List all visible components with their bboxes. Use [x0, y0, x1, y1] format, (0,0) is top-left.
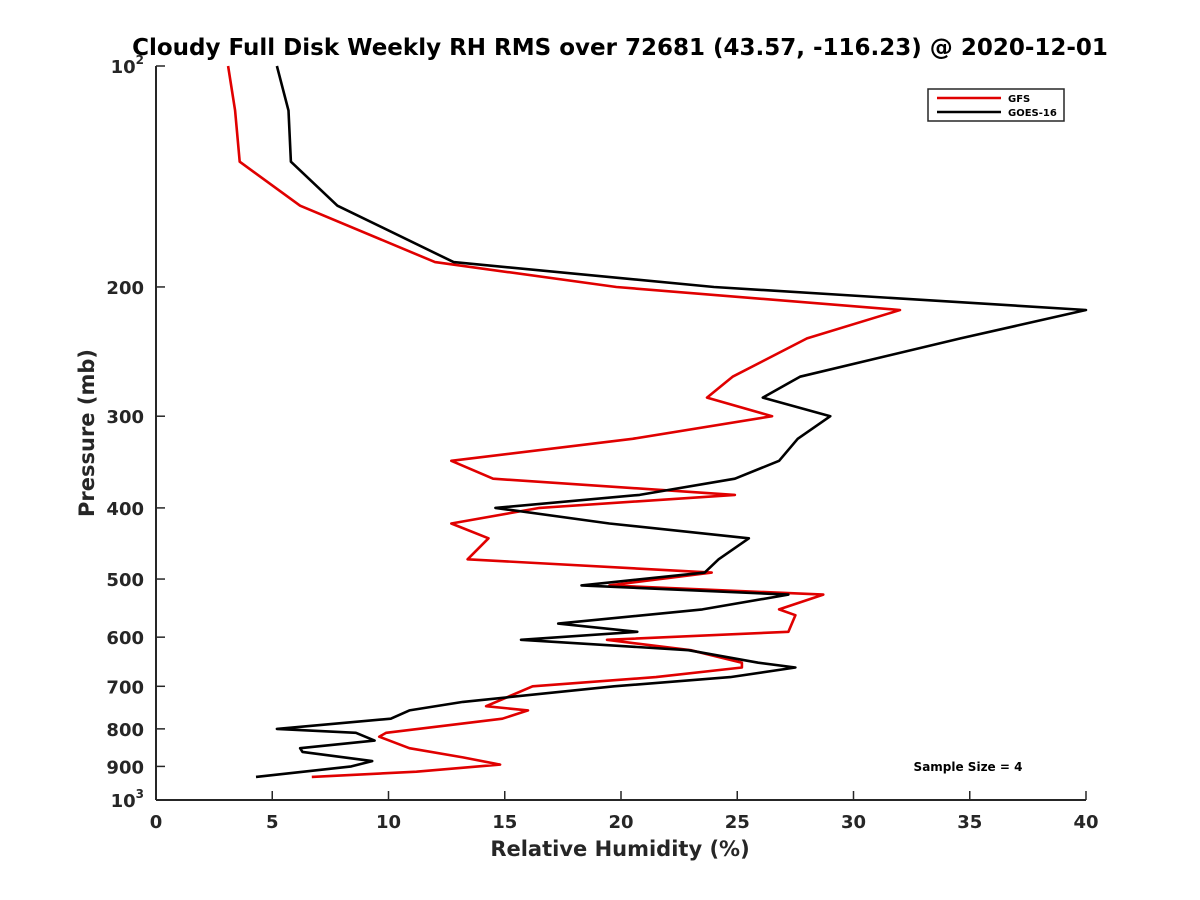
y-tick-label: 900: [106, 757, 144, 778]
legend-label: GOES-16: [1008, 108, 1057, 119]
plot-area: 0 5 10 15 20 25 30 35 40 102 200 300 400 500 600 700 80…: [106, 53, 1098, 833]
x-ticks: 0 5 10 15 20 25 30 35 40: [150, 791, 1099, 833]
y-axis-label: Pressure (mb): [75, 349, 99, 517]
y-tick-label: 103: [111, 787, 144, 812]
y-tick-label: 700: [106, 677, 144, 698]
y-tick-label: 102: [111, 53, 144, 78]
x-tick-label: 25: [725, 812, 750, 833]
y-tick-label: 400: [106, 499, 144, 520]
y-tick-label: 600: [106, 628, 144, 649]
y-tick-label: 200: [106, 278, 144, 299]
legend-label: GFS: [1008, 94, 1030, 105]
x-axis-label: Relative Humidity (%): [490, 837, 749, 861]
y-tick-label: 300: [106, 407, 144, 428]
series-line-gfs: [226, 65, 902, 779]
y-tick-label: 800: [106, 720, 144, 741]
series-line-goes-16: [255, 65, 1088, 779]
x-tick-label: 20: [608, 812, 633, 833]
series-lines: [226, 65, 1088, 779]
chart-title: Cloudy Full Disk Weekly RH RMS over 7268…: [132, 35, 1108, 61]
sample-size-annotation: Sample Size = 4: [914, 760, 1023, 774]
x-tick-label: 0: [150, 812, 163, 833]
legend-box: [927, 88, 1065, 122]
x-tick-label: 15: [492, 812, 517, 833]
y-tick-label: 500: [106, 570, 144, 591]
x-tick-label: 40: [1073, 812, 1098, 833]
x-tick-label: 5: [266, 812, 279, 833]
y-ticks: 102 200 300 400 500 600 700 800 900 103: [106, 53, 165, 812]
legend: GFS GOES-16: [927, 88, 1065, 122]
x-tick-label: 35: [957, 812, 982, 833]
x-tick-label: 30: [841, 812, 866, 833]
x-tick-label: 10: [376, 812, 401, 833]
